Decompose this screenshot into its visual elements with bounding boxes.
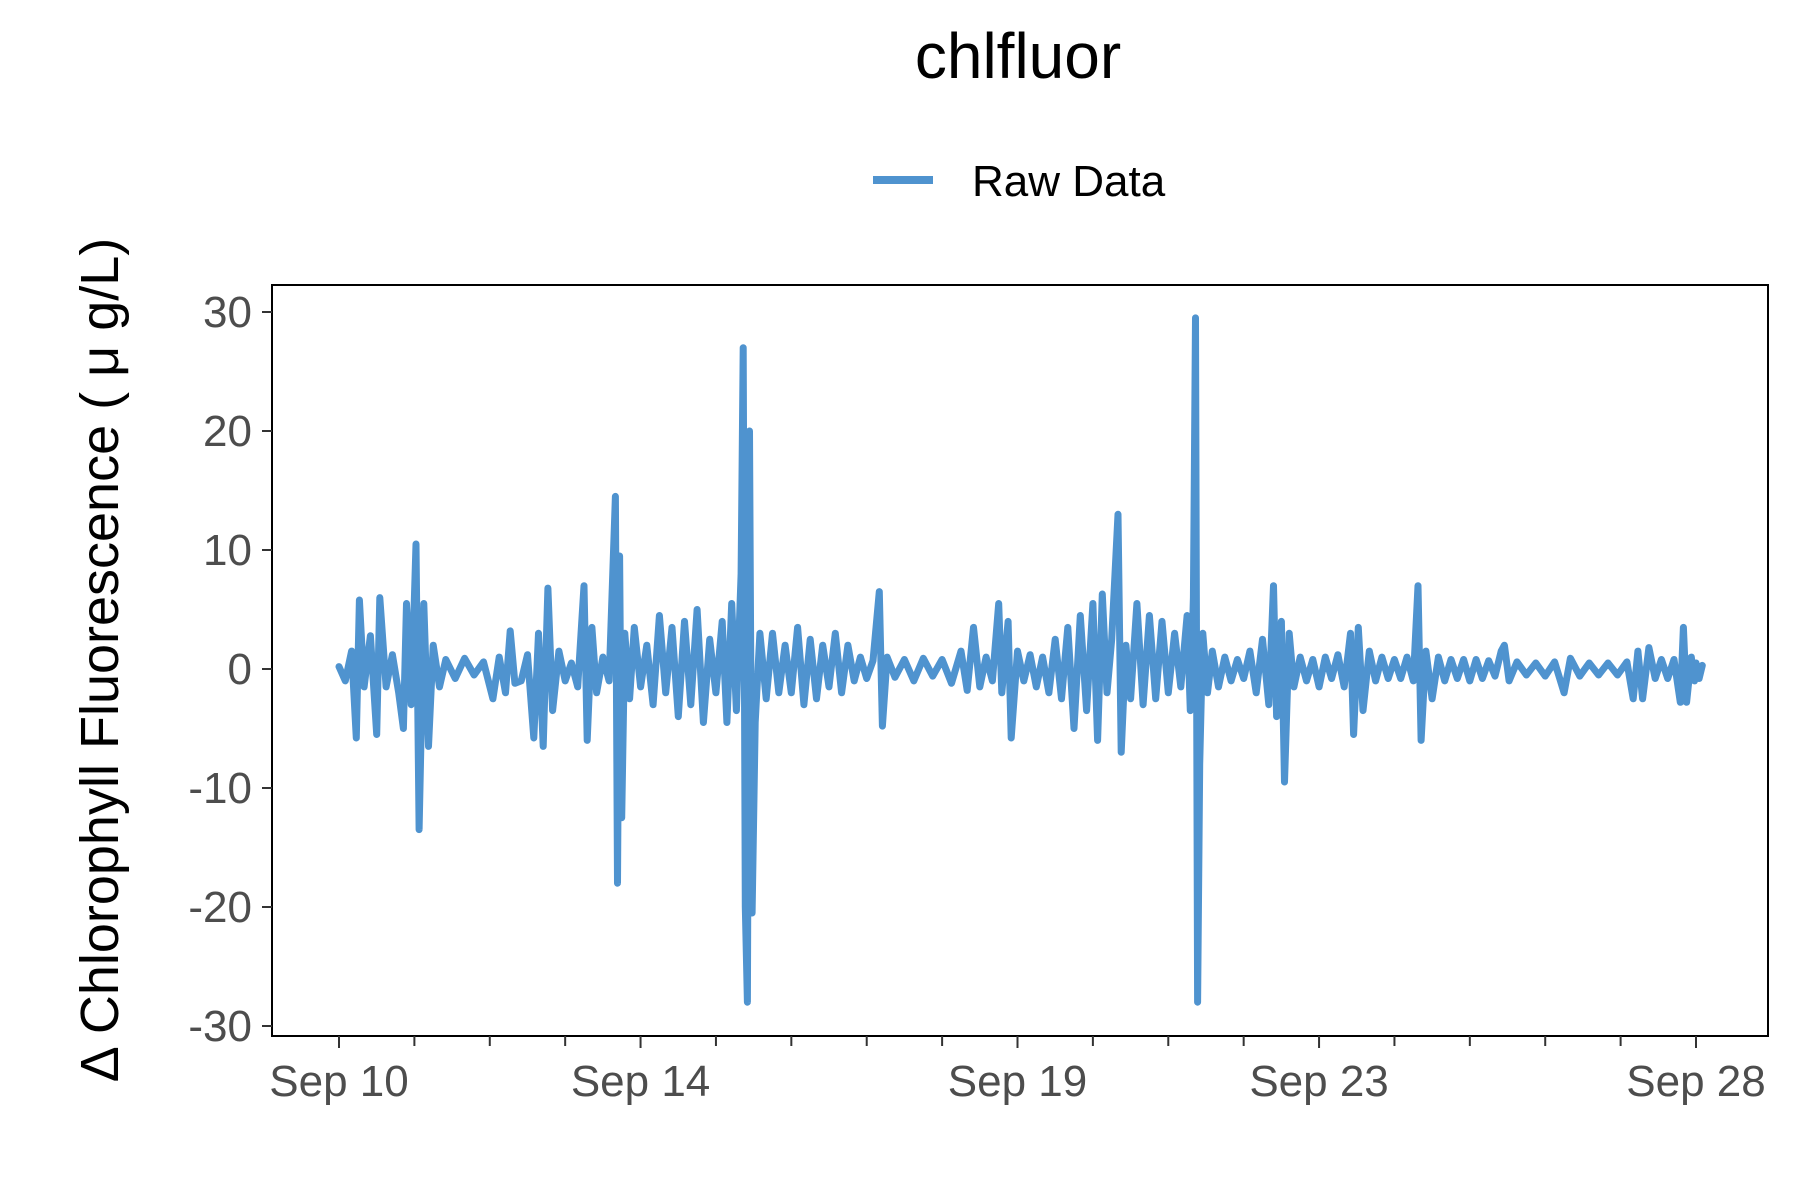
plot-border [271,284,1769,1037]
x-tick-label: Sep 10 [269,1057,408,1106]
y-tick-label: 0 [228,645,252,694]
x-tick-label: Sep 14 [571,1057,710,1106]
y-tick-label: -10 [188,764,252,813]
x-tick-label: Sep 23 [1249,1057,1388,1106]
series-line-raw-data [335,314,1706,1006]
legend-label-raw-data: Raw Data [972,157,1166,206]
y-tick-label: 10 [203,526,252,575]
y-tick-label: -20 [188,883,252,932]
y-tick-label: -30 [188,1002,252,1051]
chart-title: chlfluor [915,20,1121,92]
axes: -30 -20 -10 0 10 20 30 Sep 10 Sep 14 Sep 19 Sep 23… [188,284,1769,1106]
y-tick-label: 20 [203,407,252,456]
legend: Raw Data [873,157,1166,206]
plot-area [335,314,1706,1006]
x-tick-label: Sep 28 [1626,1057,1765,1106]
y-axis-label: Δ Chlorophyll Fluorescence ( μ g/L) [70,238,130,1083]
y-tick-label: 30 [203,288,252,337]
x-tick-label: Sep 19 [948,1057,1087,1106]
